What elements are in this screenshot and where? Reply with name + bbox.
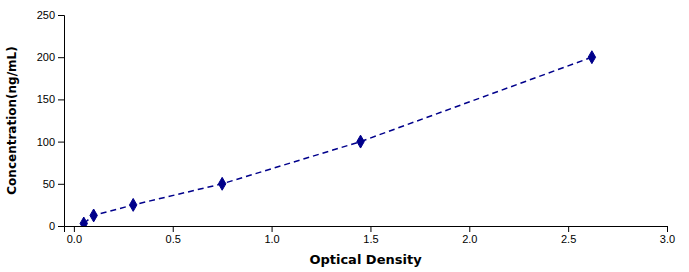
x-tick: 2.5 [561, 226, 576, 245]
x-tick-mark [370, 226, 371, 232]
marker [218, 177, 225, 190]
y-tick-label: 250 [37, 9, 55, 21]
y-tick: 100 [37, 136, 64, 148]
marker [90, 209, 97, 222]
x-tick: 0.0 [67, 226, 82, 245]
chart: 0.0 0.5 1.0 1.5 2.0 2.5 3.0 0 50 100 150 200 250 Opti… [0, 0, 689, 272]
y-axis-title: Concentration(ng/mL) [5, 46, 19, 194]
y-tick-mark [58, 99, 64, 100]
y-axis-line [58, 16, 65, 227]
x-tick-label: 2.5 [561, 233, 576, 245]
series [80, 51, 596, 226]
marker [588, 51, 595, 64]
y-tick: 50 [43, 178, 64, 190]
x-tick-mark [173, 226, 174, 232]
x-tick-mark [74, 226, 75, 232]
x-axis-title: Optical Density [309, 252, 422, 267]
marker [129, 198, 136, 211]
y-tick-mark [58, 184, 64, 185]
x-axis: 0.0 0.5 1.0 1.5 2.0 2.5 3.0 [65, 226, 676, 245]
x-tick: 2.0 [462, 226, 477, 245]
x-tick-label: 1.5 [363, 233, 378, 245]
y-tick-mark [58, 57, 64, 58]
line [84, 57, 592, 223]
y-tick-label: 150 [37, 93, 55, 105]
y-tick-mark [58, 142, 64, 143]
y-tick: 200 [37, 51, 64, 63]
x-axis-line [65, 227, 668, 233]
x-tick-label: 1.0 [264, 233, 279, 245]
y-tick: 150 [37, 93, 64, 105]
x-tick: 1.5 [363, 226, 378, 245]
marker [357, 135, 364, 148]
y-tick-mark [58, 226, 64, 227]
x-tick: 1.0 [264, 226, 279, 245]
y-tick-mark [58, 15, 64, 16]
x-tick-label: 0.5 [166, 233, 181, 245]
y-tick: 0 [49, 220, 64, 232]
x-tick-label: 3.0 [660, 233, 675, 245]
y-tick-label: 50 [43, 178, 55, 190]
y-tick: 250 [37, 9, 64, 21]
y-tick-label: 0 [49, 220, 55, 232]
x-tick-mark [272, 226, 273, 232]
x-tick-mark [667, 226, 668, 232]
x-tick-mark [469, 226, 470, 232]
y-tick-label: 100 [37, 136, 55, 148]
x-tick: 0.5 [166, 226, 181, 245]
x-tick-label: 2.0 [462, 233, 477, 245]
x-tick: 3.0 [660, 226, 675, 245]
plot-area: 0.0 0.5 1.0 1.5 2.0 2.5 3.0 0 50 100 150 200 250 [37, 9, 676, 245]
y-tick-label: 200 [37, 51, 55, 63]
x-tick-label: 0.0 [67, 233, 82, 245]
marker [80, 217, 87, 226]
x-tick-mark [568, 226, 569, 232]
y-axis: 0 50 100 150 200 250 [37, 9, 65, 232]
